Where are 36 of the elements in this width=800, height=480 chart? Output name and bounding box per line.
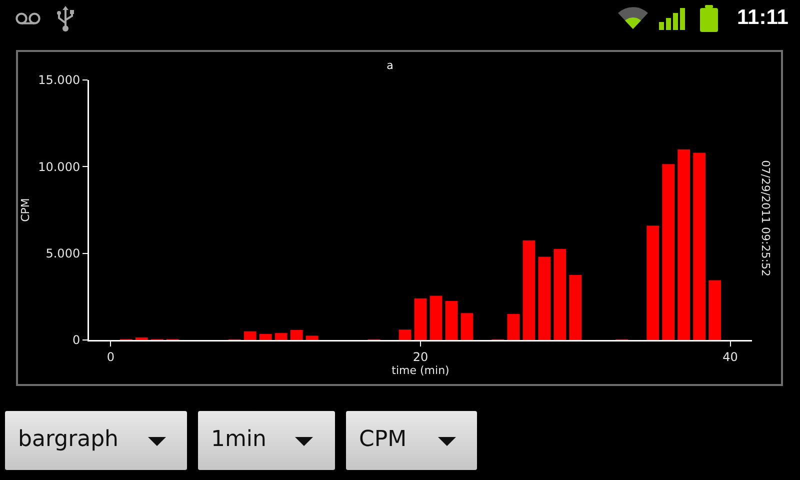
bar: [135, 337, 148, 340]
x-axis-title: time (min): [392, 364, 450, 377]
bar: [259, 334, 272, 340]
bar: [507, 314, 520, 340]
bar: [414, 298, 427, 340]
text: 07/29/2011 09:25:52: [758, 160, 772, 276]
bar: [569, 275, 582, 340]
bar: [244, 331, 256, 340]
bar: [708, 280, 722, 340]
bar: [445, 301, 458, 340]
bar: [398, 330, 412, 340]
bar: [290, 330, 303, 340]
dropdown-field: CPM: [346, 411, 477, 470]
bar: [460, 313, 474, 340]
bar: [646, 226, 660, 340]
x-tick-label: 0: [106, 350, 115, 364]
chart-title: a: [386, 59, 394, 72]
y-tick-label: 5.000: [46, 246, 80, 261]
y-tick-label: 0: [72, 333, 80, 348]
y-tick-label: 10.000: [38, 160, 80, 174]
x-tick-label: 40: [722, 350, 738, 364]
bar: [554, 249, 566, 340]
dropdown-field: bargraph: [5, 411, 187, 470]
bar: [522, 240, 536, 340]
x-tick-label: 20: [412, 350, 428, 364]
bar: [693, 152, 706, 340]
bar: [678, 149, 690, 340]
bar: [430, 296, 442, 340]
bar: [662, 164, 675, 340]
bar: [538, 256, 551, 340]
dropdown-field: 1min: [198, 411, 335, 470]
bar: [306, 336, 318, 340]
y-axis-title: CPM: [19, 198, 32, 222]
text: 11:11: [737, 6, 788, 30]
bar: [274, 333, 288, 340]
y-tick-label: 15.000: [38, 73, 80, 88]
